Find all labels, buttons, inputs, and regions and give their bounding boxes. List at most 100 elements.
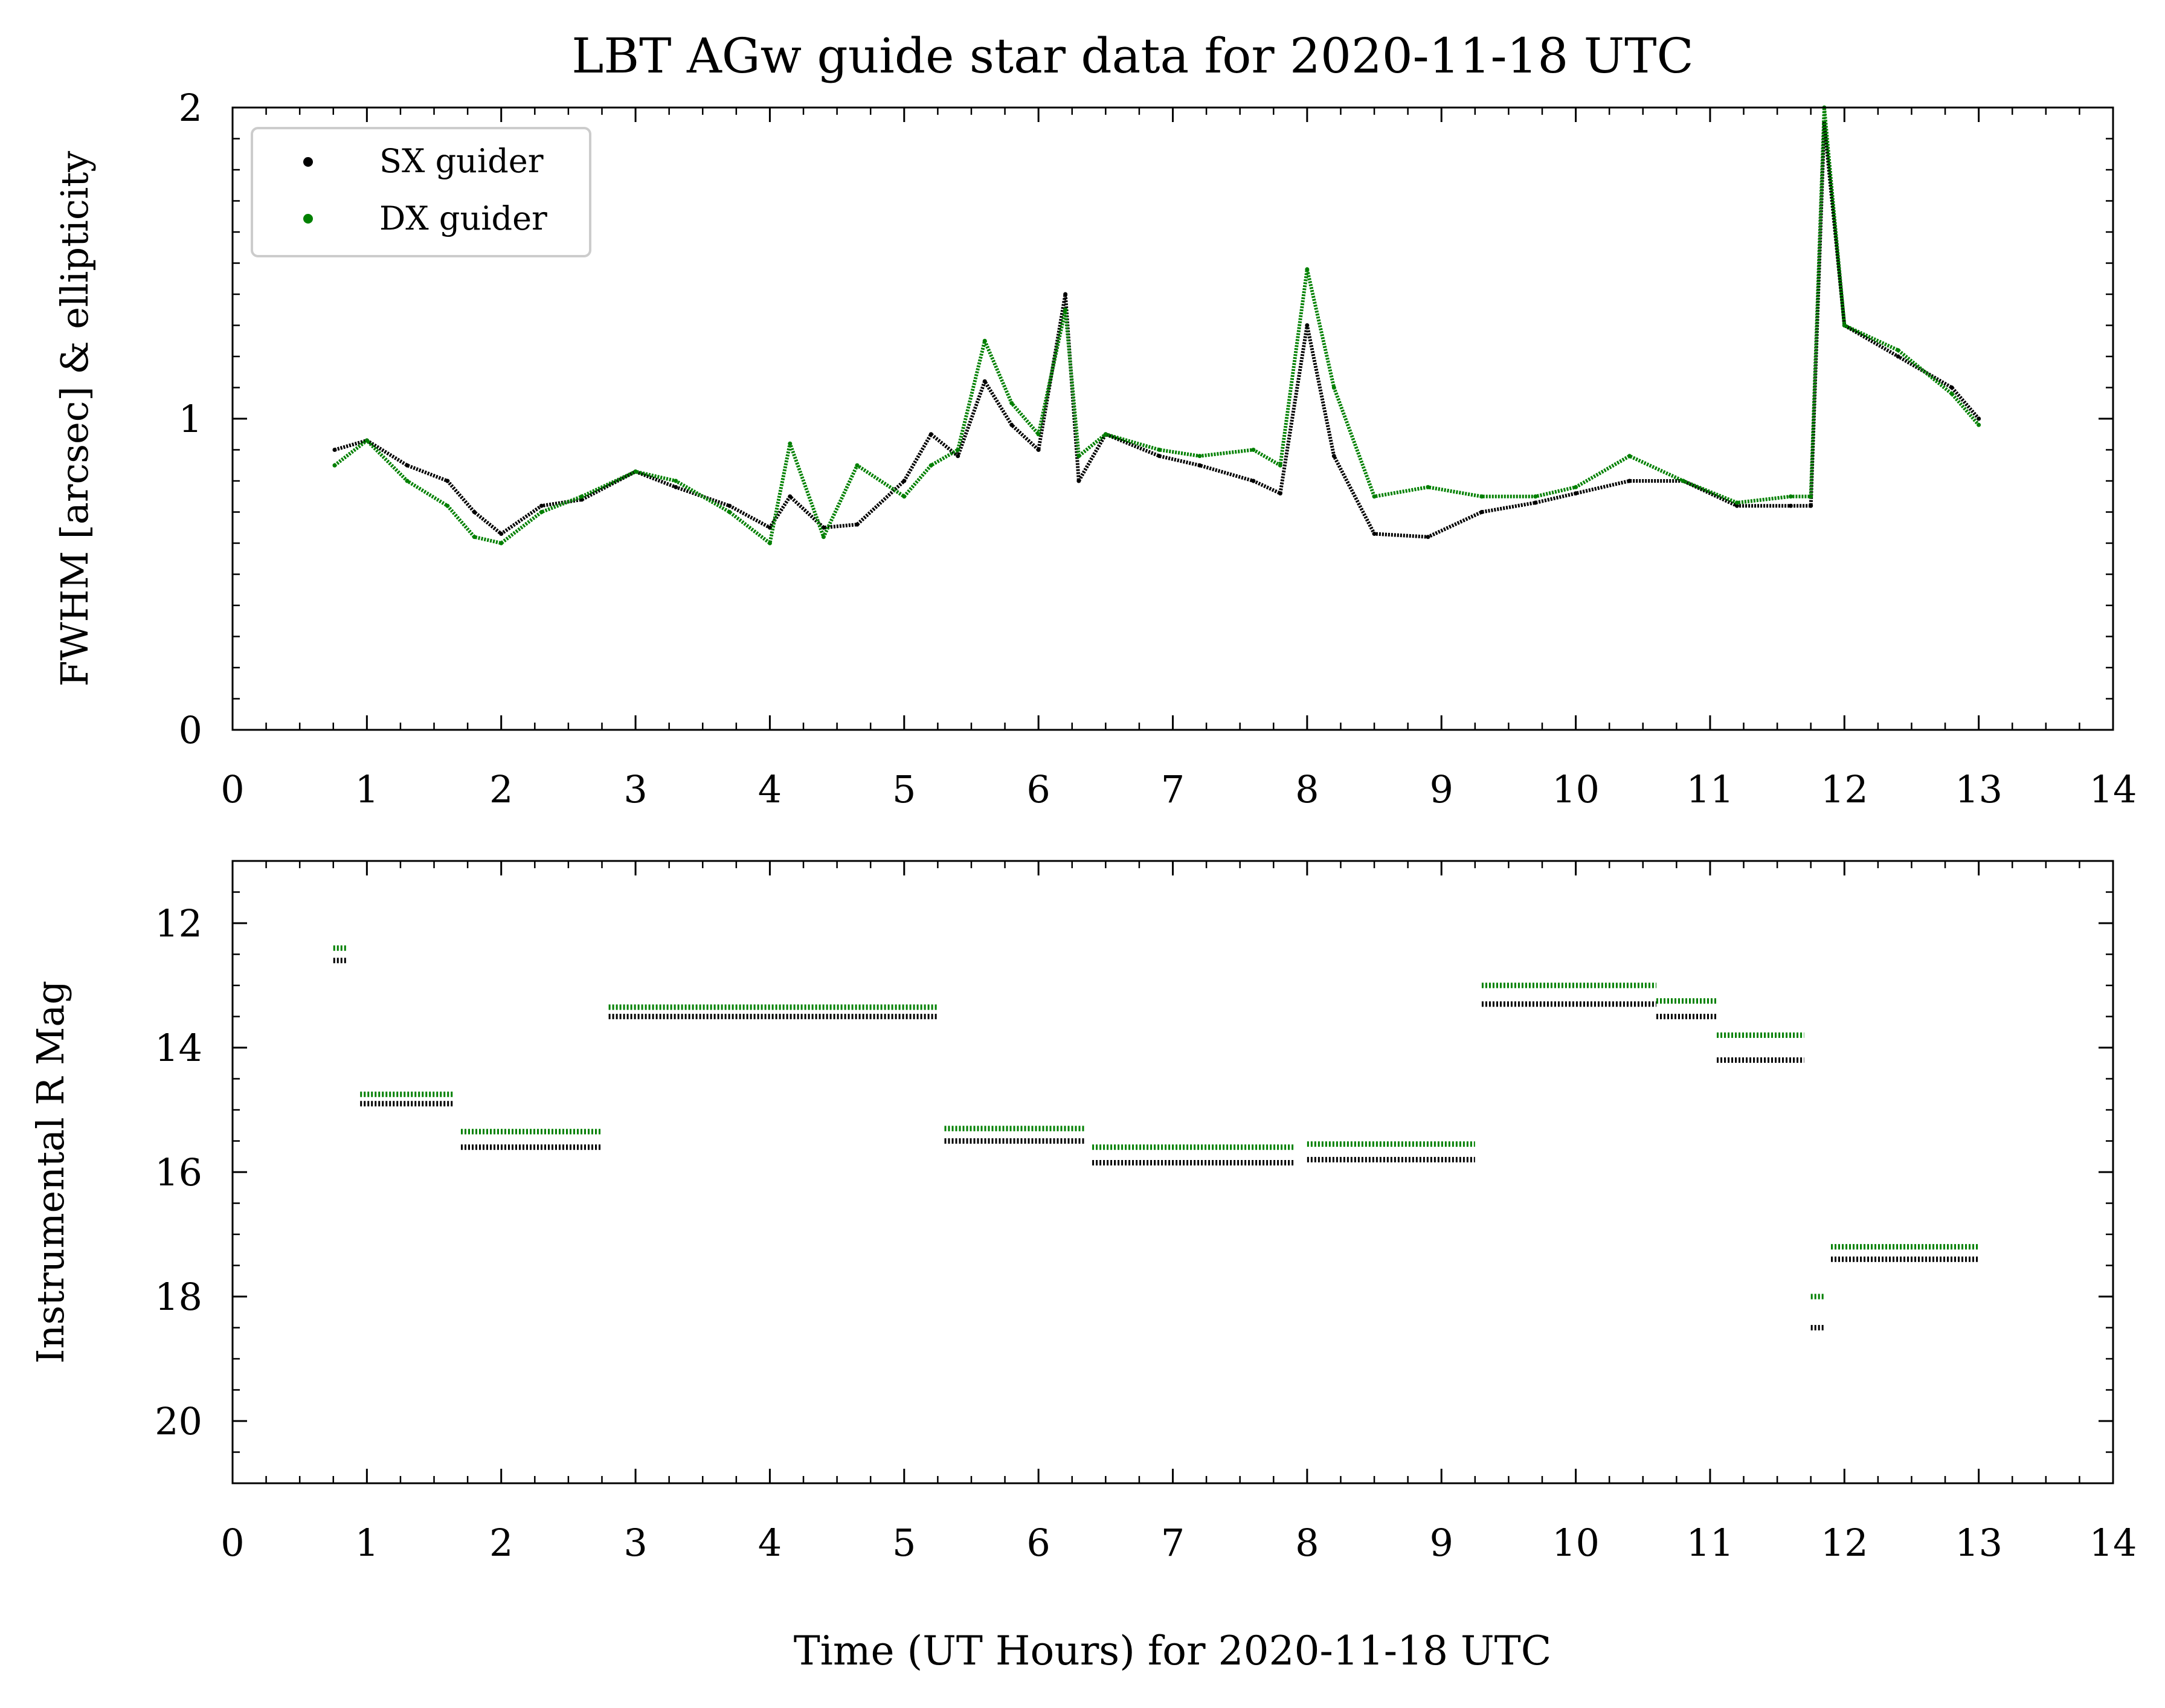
fwhm-sx-guider-point: [1627, 479, 1632, 483]
fwhm-y-axis-label: FWHM [arcsec] & ellipticity: [53, 151, 97, 687]
fwhm-dx-guider-point: [1949, 392, 1954, 396]
fwhm-dx-guider-point: [1331, 385, 1336, 390]
fwhm-sx-guider-point: [727, 503, 732, 508]
fwhm-sx-guider-point: [1896, 354, 1900, 359]
y-tick-label: 20: [155, 1399, 202, 1443]
fwhm-dx-guider-point: [1157, 448, 1162, 452]
x-axis-label: Time (UT Hours) for 2020-11-18 UTC: [794, 1628, 1551, 1674]
x-tick-label: 0: [220, 767, 244, 811]
legend-dx-marker: [303, 214, 313, 224]
x-tick-label: 9: [1429, 767, 1453, 811]
fwhm-dx-guider-point: [1533, 494, 1538, 499]
fwhm-dx-guider-point: [472, 535, 477, 540]
fwhm-sx-guider-point: [1479, 510, 1484, 514]
fwhm-dx-guider-point: [633, 469, 638, 474]
x-tick-label: 4: [758, 1521, 782, 1565]
fwhm-dx-guider-point: [499, 541, 504, 546]
y-tick-label: 0: [179, 708, 202, 752]
fwhm-dx-guider-point: [727, 510, 732, 514]
x-tick-label: 6: [1026, 767, 1050, 811]
x-tick-label: 3: [623, 1521, 647, 1565]
fwhm-sx-guider-point: [1063, 292, 1068, 297]
fwhm-dx-guider-point: [1896, 348, 1900, 353]
fwhm-dx-guider-point: [821, 535, 826, 540]
fwhm-dx-guider-point: [1627, 454, 1632, 459]
fwhm-dx-guider-point: [1977, 422, 1981, 427]
x-tick-label: 5: [892, 1521, 916, 1565]
fwhm-dx-guider-point: [1076, 454, 1081, 459]
x-tick-label: 7: [1161, 1521, 1185, 1565]
x-tick-label: 11: [1686, 1521, 1734, 1565]
fwhm-dx-guider-point: [1103, 432, 1108, 437]
fwhm-dx-guider-point: [1063, 308, 1068, 312]
fwhm-sx-guider-point: [674, 485, 678, 489]
fwhm-dx-guider-point: [1479, 494, 1484, 499]
fwhm-dx-guider-point: [788, 441, 793, 446]
fwhm-sx-guider-point: [539, 503, 544, 508]
x-tick-label: 1: [355, 1521, 379, 1565]
fwhm-sx-guider-point: [1251, 479, 1256, 483]
fwhm-sx-guider-point: [1426, 535, 1430, 540]
fwhm-sx-guider-point: [767, 525, 772, 530]
y-tick-label: 16: [155, 1150, 202, 1194]
fwhm-dx-guider-point: [364, 438, 369, 443]
legend-sx-label: SX guider: [379, 142, 544, 180]
x-tick-label: 14: [2089, 1521, 2137, 1565]
legend-sx-marker: [303, 157, 313, 167]
fwhm-marks: [332, 105, 1981, 546]
fwhm-sx-guider-point: [956, 454, 960, 459]
fwhm-sx-guider-point: [1197, 463, 1202, 468]
fwhm-dx-guider-point: [1036, 432, 1041, 437]
fwhm-sx-guider-point: [1157, 454, 1162, 459]
x-tick-label: 5: [892, 767, 916, 811]
x-tick-label: 7: [1161, 767, 1185, 811]
fwhm-dx-guider-point: [1197, 454, 1202, 459]
fwhm-sx-guider-point: [928, 432, 933, 437]
x-tick-label: 3: [623, 767, 647, 811]
magnitude-y-axis-label: Instrumental R Mag: [28, 981, 72, 1364]
fwhm-dx-guider-point: [982, 338, 987, 343]
fwhm-sx-guider-point: [472, 510, 477, 514]
x-tick-label: 1: [355, 767, 379, 811]
x-tick-label: 11: [1686, 767, 1734, 811]
fwhm-dx-guider-point: [1278, 463, 1282, 468]
fwhm-sx-guider-point: [1809, 503, 1813, 508]
fwhm-sx-guider-point: [788, 494, 793, 499]
legend-dx-label: DX guider: [379, 199, 547, 237]
y-tick-label: 12: [155, 901, 202, 946]
fwhm-dx-guider-point: [1009, 401, 1014, 405]
fwhm-dx-guider-point: [855, 463, 860, 468]
x-tick-label: 10: [1552, 1521, 1600, 1565]
fwhm-dx-guider-point: [956, 448, 960, 452]
y-tick-label: 14: [155, 1026, 202, 1070]
x-tick-label: 9: [1429, 1521, 1453, 1565]
fwhm-dx-guider-point: [1842, 323, 1847, 327]
fwhm-dx-guider-point: [767, 541, 772, 546]
fwhm-dx-guider-point: [1734, 500, 1739, 505]
fwhm-sx-guider-point: [1331, 454, 1336, 459]
figure-title: LBT AGw guide star data for 2020-11-18 U…: [571, 28, 1693, 84]
x-tick-label: 0: [220, 1521, 244, 1565]
fwhm-sx-guider-point: [1574, 491, 1578, 496]
fwhm-dx-guider-point: [445, 503, 450, 508]
fwhm-dx-guider-point: [332, 463, 337, 468]
fwhm-sx-guider-point: [1076, 479, 1081, 483]
fwhm-sx-guider-point: [1009, 422, 1014, 427]
y-tick-label: 2: [179, 86, 202, 130]
fwhm-sx-guider-line: [334, 121, 1980, 539]
fwhm-sx-guider-point: [902, 479, 907, 483]
fwhm-dx-guider-point: [539, 510, 544, 514]
x-tick-label: 13: [1955, 767, 2003, 811]
y-tick-label: 18: [155, 1275, 202, 1319]
fwhm-dx-guider-point: [579, 494, 584, 499]
fwhm-dx-guider-point: [928, 463, 933, 468]
y-tick-label: 1: [179, 397, 202, 441]
x-tick-label: 2: [489, 1521, 513, 1565]
fwhm-sx-guider-point: [499, 532, 504, 537]
fwhm-dx-guider-point: [674, 479, 678, 483]
